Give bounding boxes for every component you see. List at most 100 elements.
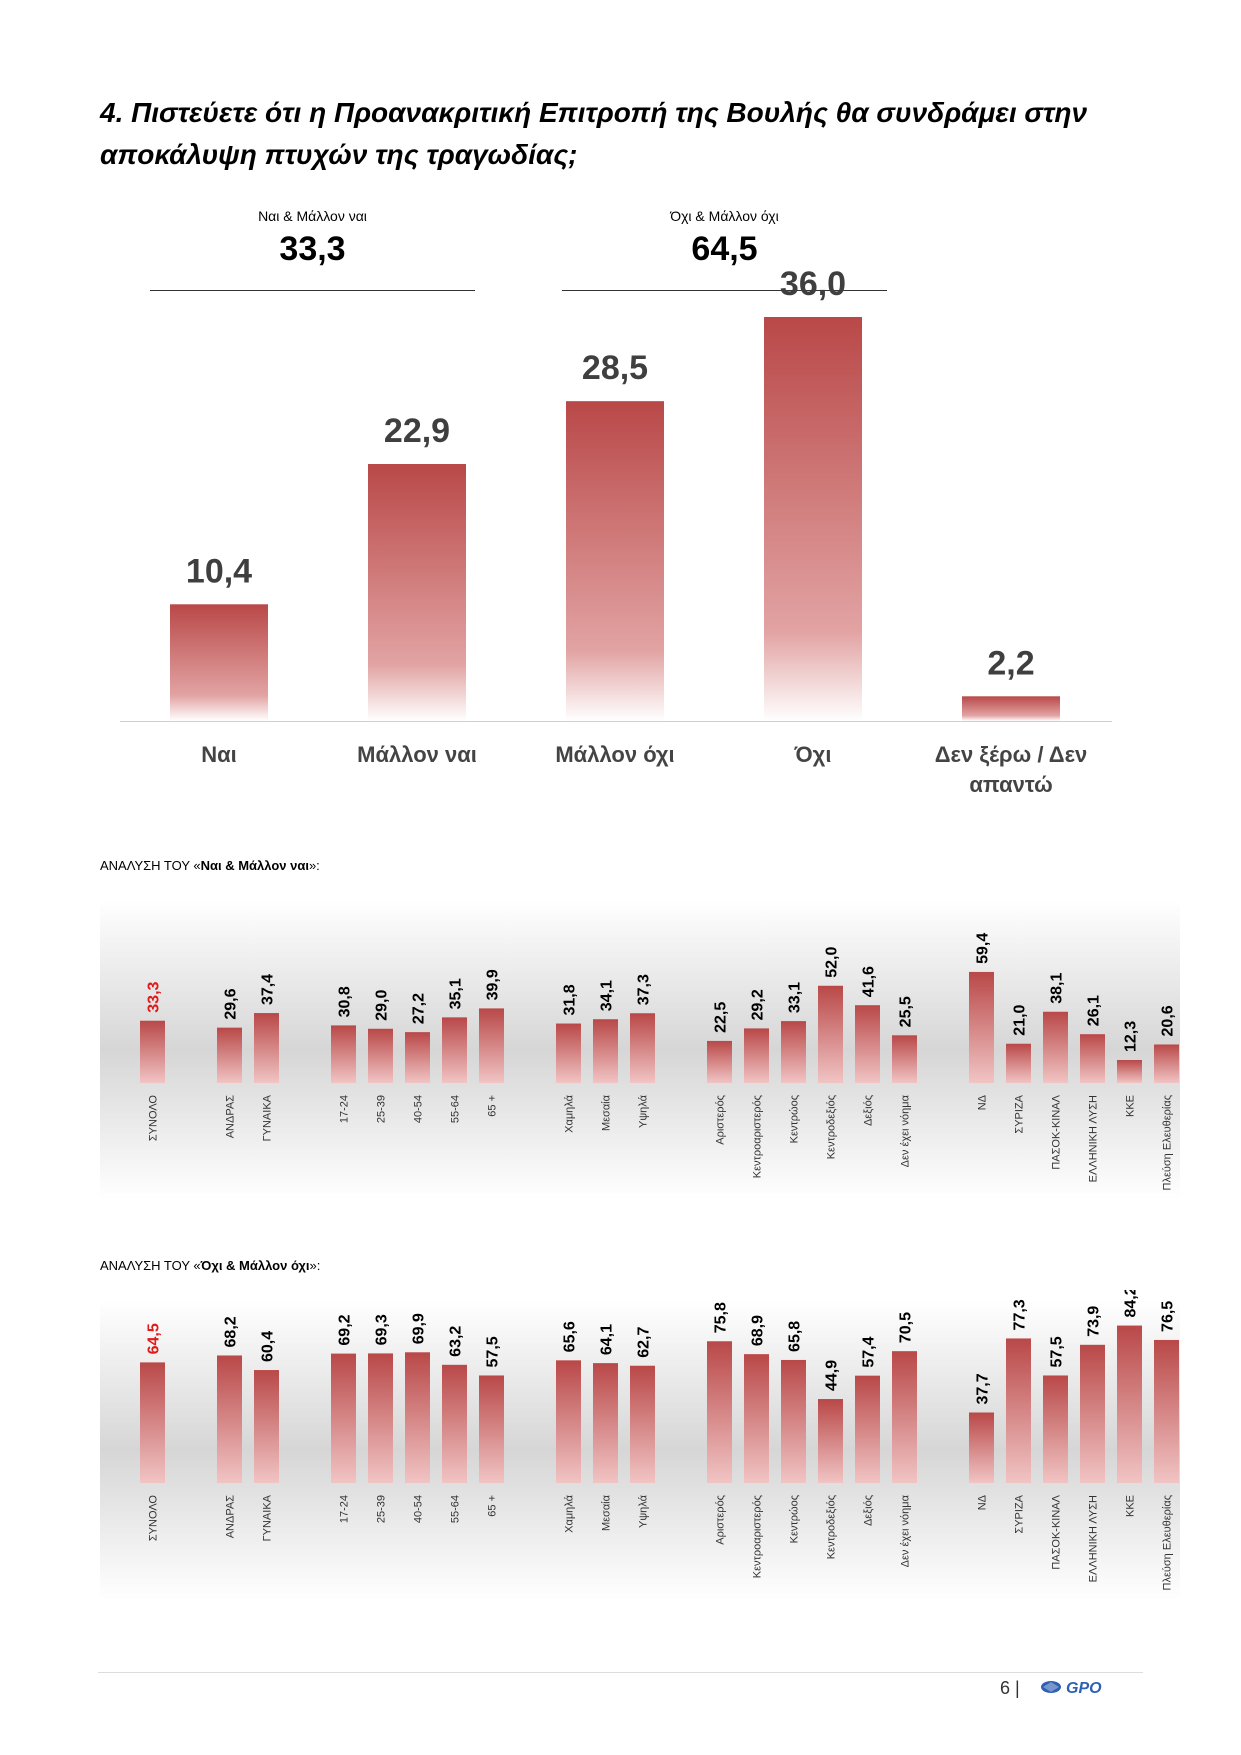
data-label: 31,8: [562, 984, 579, 1015]
category-label: Δεξιός: [863, 1095, 875, 1126]
data-label: 37,7: [975, 1373, 992, 1404]
data-label: 28,5: [582, 349, 648, 387]
data-label: 68,9: [750, 1315, 767, 1346]
category-label: 55-64: [450, 1495, 462, 1523]
data-label: 60,4: [260, 1331, 277, 1362]
category-label: ΝΔ: [977, 1494, 989, 1510]
bar: [254, 1370, 279, 1483]
bar: [479, 1375, 504, 1483]
group-summary-yes: Ναι & Μάλλον ναι 33,3: [150, 208, 475, 291]
bar: [818, 1399, 843, 1483]
bar: [556, 1023, 581, 1083]
section-bold: Ναι & Μάλλον ναι: [200, 858, 309, 873]
category-label: Δεν έχει νόημα: [900, 1494, 912, 1567]
data-label: 84,2: [1123, 1290, 1140, 1318]
category-label: ΝΔ: [977, 1094, 989, 1110]
data-label: 29,0: [374, 990, 391, 1021]
category-label: απαντώ: [969, 772, 1052, 797]
category-label: ΑΝΔΡΑΣ: [225, 1495, 237, 1538]
section-title-no: ΑΝΑΛΥΣΗ ΤΟΥ «Όχι & Μάλλον όχι»:: [100, 1258, 320, 1273]
category-label: Χαμηλά: [564, 1494, 576, 1532]
category-label: ΑΝΔΡΑΣ: [225, 1095, 237, 1138]
data-label: 36,0: [780, 265, 846, 303]
bar: [630, 1365, 655, 1483]
bar: [217, 1027, 242, 1083]
category-label: ΠΑΣΟΚ-ΚΙΝΑΛ: [1051, 1494, 1063, 1569]
section-suffix: »:: [308, 858, 320, 873]
data-label: 57,5: [485, 1336, 502, 1367]
category-label: Δεξιός: [863, 1495, 875, 1526]
bar: [855, 1005, 880, 1083]
data-label: 26,1: [1086, 995, 1103, 1026]
bar: [368, 464, 466, 721]
data-label: 57,5: [1049, 1336, 1066, 1367]
bar: [140, 1362, 165, 1483]
bar: [1117, 1325, 1142, 1483]
bar: [744, 1028, 769, 1083]
footer-divider: [98, 1672, 1143, 1673]
bar: [1043, 1375, 1068, 1483]
data-label: 69,2: [337, 1314, 354, 1345]
data-label: 59,4: [975, 933, 992, 964]
no-breakdown-chart: 64,5 ΣΥΝΟΛΟ 68,2 ΑΝΔΡΑΣ 60,4 ΓΥΝΑΙΚΑ 69,2 17-24…: [100, 1290, 1180, 1600]
bar: [855, 1375, 880, 1483]
question-title: 4. Πιστεύετε ότι η Προανακριτική Επιτροπ…: [100, 97, 1088, 170]
category-label: 55-64: [450, 1095, 462, 1123]
section-suffix: »:: [309, 1258, 321, 1273]
data-label: 52,0: [824, 947, 841, 978]
bar: [1080, 1344, 1105, 1483]
category-label: Μάλλον ναι: [357, 742, 477, 767]
category-label: Πλεύση Ελευθερίας: [1162, 1095, 1174, 1190]
category-label: Χαμηλά: [564, 1094, 576, 1132]
bar: [744, 1354, 769, 1483]
group-rule: [150, 290, 475, 291]
category-label: ΚΚΕ: [1125, 1495, 1137, 1517]
category-label: Αριστερός: [715, 1095, 727, 1145]
main-bar-chart: 10,4 Ναι 22,9 Μάλλον ναι 28,5 Μάλλον όχι 36,0 Ό…: [120, 265, 1112, 797]
page-number: 6 |: [1000, 1678, 1020, 1698]
bar: [781, 1021, 806, 1083]
group-value: 33,3: [279, 230, 346, 268]
data-label: 63,2: [448, 1326, 465, 1357]
category-label: Ναι: [201, 742, 237, 767]
data-label: 20,6: [1160, 1005, 1177, 1036]
data-label: 12,3: [1123, 1021, 1140, 1052]
category-label: ΓΥΝΑΙΚΑ: [262, 1094, 274, 1141]
bar: [781, 1359, 806, 1483]
data-label: 22,9: [384, 412, 450, 450]
category-label: Δεν ξέρω / Δεν: [935, 742, 1088, 767]
data-label: 2,2: [987, 644, 1034, 682]
category-label: 40-54: [413, 1495, 425, 1523]
category-label: Μεσαία: [601, 1094, 613, 1131]
category-label: ΚΚΕ: [1125, 1095, 1137, 1117]
bar: [254, 1013, 279, 1083]
bar: [556, 1360, 581, 1483]
data-label: 37,3: [636, 974, 653, 1005]
bar: [217, 1355, 242, 1483]
data-label: 64,5: [146, 1323, 163, 1354]
bar: [1043, 1011, 1068, 1083]
bar: [969, 971, 994, 1083]
category-label: 65 +: [487, 1495, 499, 1517]
category-label: 17-24: [339, 1095, 351, 1123]
category-label: Δεν έχει νόημα: [900, 1094, 912, 1167]
category-label: ΓΥΝΑΙΚΑ: [262, 1494, 274, 1541]
data-label: 75,8: [713, 1302, 730, 1333]
data-label: 69,9: [411, 1313, 428, 1344]
category-label: 25-39: [376, 1095, 388, 1123]
category-label: Κεντροαριστερός: [752, 1095, 764, 1178]
data-label: 34,1: [599, 980, 616, 1011]
data-label: 70,5: [898, 1312, 915, 1343]
category-label: Κεντροδεξιός: [826, 1495, 838, 1559]
data-label: 35,1: [448, 978, 465, 1009]
data-label: 77,3: [1012, 1299, 1029, 1330]
category-label: ΣΥΝΟΛΟ: [148, 1095, 160, 1142]
bar: [140, 1020, 165, 1083]
category-label: Κεντροδεξιός: [826, 1095, 838, 1159]
bar: [593, 1363, 618, 1483]
section-title-yes: ΑΝΑΛΥΣΗ ΤΟΥ «Ναι & Μάλλον ναι»:: [100, 858, 320, 873]
category-label: Κεντροαριστερός: [752, 1495, 764, 1578]
data-label: 57,4: [861, 1336, 878, 1367]
bar: [630, 1013, 655, 1083]
bar: [962, 696, 1060, 721]
